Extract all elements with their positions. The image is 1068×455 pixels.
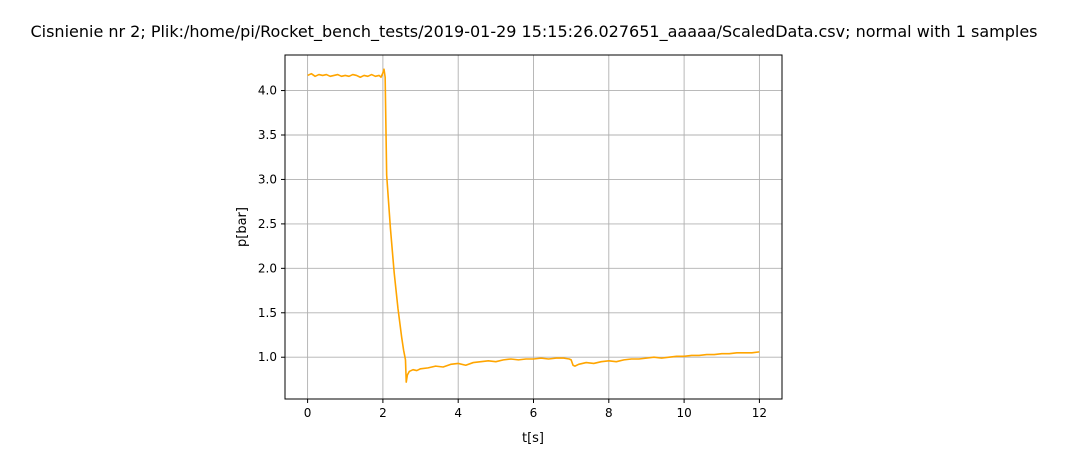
- y-tick-label: 1.5: [258, 306, 277, 320]
- y-axis-ticks: 1.0 1.5 2.0 2.5 3.0 3.5 4.0: [258, 84, 285, 364]
- y-tick-label: 3.5: [258, 128, 277, 142]
- x-axis-ticks: 0 2 4 6 8 10 12: [304, 399, 767, 420]
- x-tick-label: 6: [530, 406, 538, 420]
- series-group: [307, 68, 760, 383]
- y-tick-label: 4.0: [258, 84, 277, 98]
- x-axis-label: t[s]: [522, 431, 544, 446]
- chart-title: Cisnienie nr 2; Plik:/home/pi/Rocket_ben…: [30, 22, 1037, 42]
- x-tick-label: 0: [304, 406, 312, 420]
- x-tick-label: 4: [454, 406, 462, 420]
- y-tick-label: 2.5: [258, 217, 277, 231]
- x-tick-label: 2: [379, 406, 387, 420]
- x-tick-label: 8: [605, 406, 613, 420]
- y-tick-label: 3.0: [258, 172, 277, 186]
- grid-lines: [285, 55, 782, 399]
- series-line: [307, 68, 760, 383]
- y-tick-label: 2.0: [258, 261, 277, 275]
- y-axis-label: p[bar]: [235, 207, 250, 247]
- y-tick-label: 1.0: [258, 350, 277, 364]
- x-tick-label: 10: [676, 406, 691, 420]
- x-tick-label: 12: [752, 406, 767, 420]
